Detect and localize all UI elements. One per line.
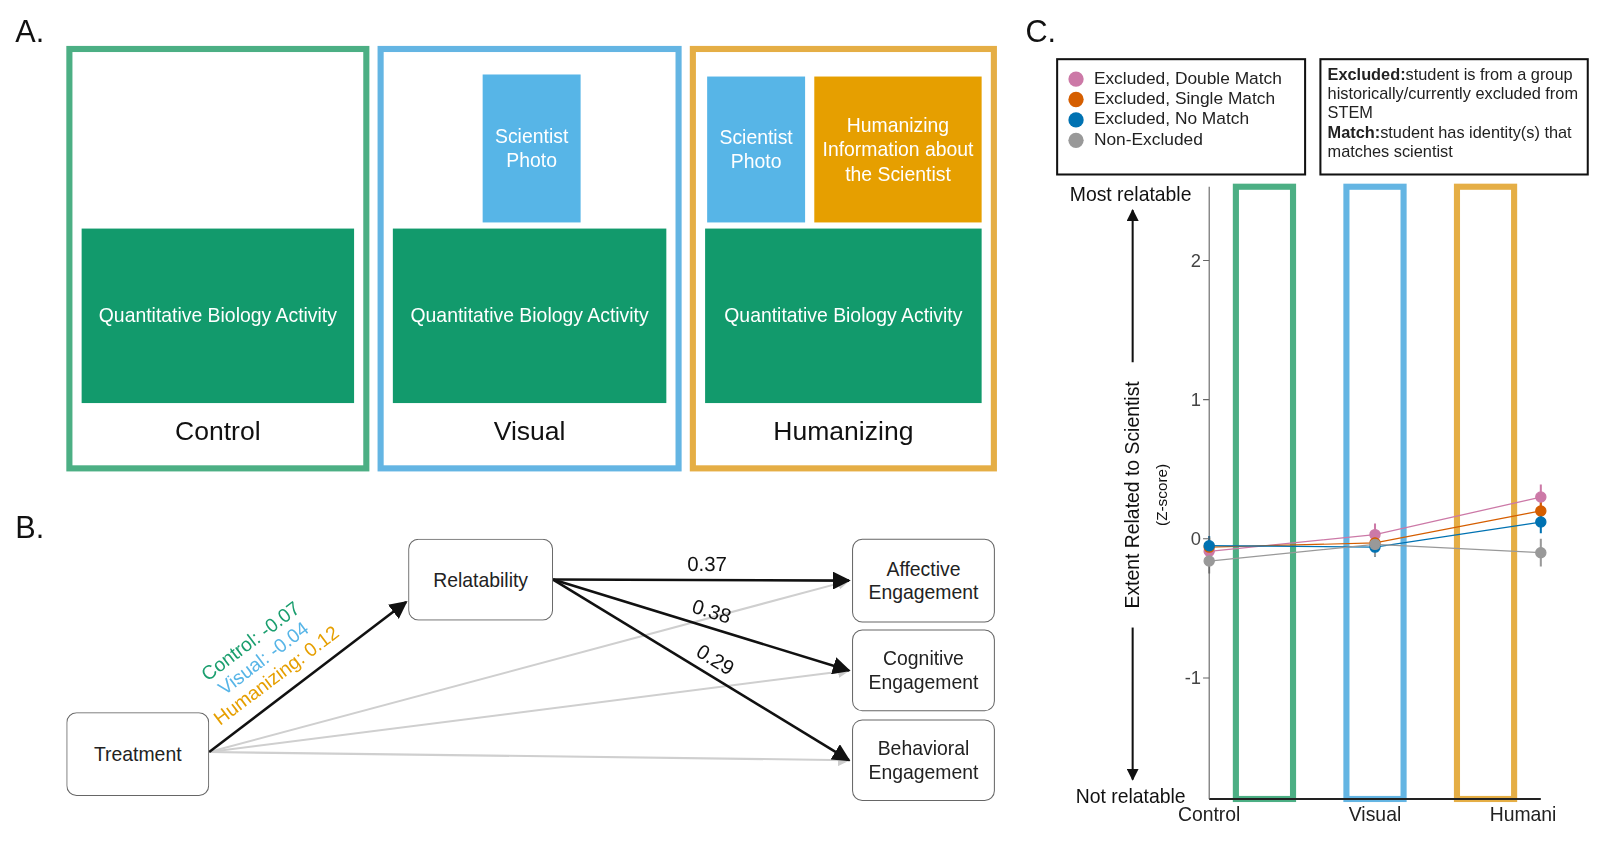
svg-text:Visual: -0.04: Visual: -0.04 <box>213 616 313 699</box>
html-text:Behavioral Engagement: Behavioral Engagement <box>868 737 979 783</box>
html-text:Excluded, No Match: Excluded, No Match <box>1093 109 1250 129</box>
html-text:Scientist Photo: Scientist Photo <box>495 125 569 171</box>
html-text:Scientist Photo: Scientist Photo <box>719 126 793 172</box>
svg-text:0: 0 <box>1191 528 1201 549</box>
svg-text:Control: -0.07: Control: -0.07 <box>196 596 304 685</box>
svg-text:-1: -1 <box>1185 667 1201 688</box>
html-text:Cognitive Engagement: Cognitive Engagement <box>868 648 979 693</box>
svg-text:Most relatable: Most relatable <box>1070 183 1192 205</box>
html-text:Humanizing: Humanizing <box>773 415 914 446</box>
svg-text:Extent Related to Scientist: Extent Related to Scientist <box>1121 381 1143 609</box>
svg-text:1: 1 <box>1191 389 1201 410</box>
html-text:Quantitative Biology Activity: Quantitative Biology Activity <box>724 304 963 326</box>
html-text:Treatment: Treatment <box>93 743 182 765</box>
html-text:Excluded, Single Match: Excluded, Single Match <box>1093 88 1276 109</box>
svg-text:Humanizing: 0.12: Humanizing: 0.12 <box>209 621 343 729</box>
svg-text:0.37: 0.37 <box>687 553 727 575</box>
svg-text:2: 2 <box>1191 250 1201 271</box>
svg-text:Humanizing: Humanizing <box>1490 803 1556 825</box>
html-text:Humanizing Information about t: Humanizing Information about the Scienti… <box>822 113 974 185</box>
html-text:C.: C. <box>1025 14 1057 48</box>
html-text:Quantitative Biology Activity: Quantitative Biology Activity <box>410 304 649 326</box>
html-text:Match: student has identity(s): Match: student has identity(s) that matc… <box>1327 123 1572 161</box>
html-text:Excluded, Double Match: Excluded, Double Match <box>1093 68 1282 88</box>
svg-text:Not relatable: Not relatable <box>1076 785 1186 807</box>
html-text:A.: A. <box>15 14 45 48</box>
html-text:B.: B. <box>15 510 45 544</box>
svg-text:(Z-score): (Z-score) <box>1153 464 1170 526</box>
svg-text:0.29: 0.29 <box>693 640 738 679</box>
svg-text:Visual: Visual <box>1349 803 1401 825</box>
html-text:Visual: Visual <box>493 415 566 446</box>
svg-text:Control: Control <box>1178 803 1240 825</box>
html-text:Relatability: Relatability <box>433 568 528 591</box>
html-text:Quantitative Biology Activity: Quantitative Biology Activity <box>98 304 337 326</box>
html-text:Control: Control <box>175 415 261 446</box>
html-text:Excluded: student is from a gr: Excluded: student is from a group histor… <box>1327 65 1578 122</box>
html-text:Non-Excluded: Non-Excluded <box>1093 129 1203 149</box>
svg-text:0.38: 0.38 <box>689 595 733 628</box>
html-text:Affective Engagement: Affective Engagement <box>868 558 979 604</box>
